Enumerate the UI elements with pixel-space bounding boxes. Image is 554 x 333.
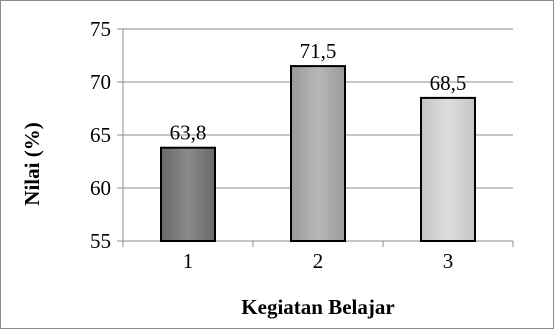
- bar-1: [160, 146, 216, 242]
- data-label: 71,5: [300, 39, 337, 63]
- y-tick-label: 65: [90, 123, 111, 147]
- y-axis-title: Nilai (%): [20, 122, 44, 205]
- x-tick-label: 1: [183, 249, 194, 273]
- x-tick-label: 3: [443, 249, 454, 273]
- x-tick-label: 2: [313, 249, 324, 273]
- x-axis-title: Kegiatan Belajar: [241, 295, 394, 319]
- bar-chart: 55 60 65 70 75 63,8 1 71,5 2 68,5 3 Nilai (%) Kegi…: [20, 17, 514, 319]
- bars: [160, 65, 476, 243]
- bar-2: [290, 65, 346, 242]
- data-label: 63,8: [170, 121, 207, 145]
- bar-3: [420, 96, 476, 243]
- labels: 55 60 65 70 75 63,8 1 71,5 2 68,5 3: [90, 17, 466, 273]
- y-tick-label: 70: [90, 70, 111, 94]
- y-tick-label: 75: [90, 17, 111, 41]
- y-tick-label: 55: [90, 229, 111, 253]
- y-tick-label: 60: [90, 176, 111, 200]
- data-label: 68,5: [430, 71, 467, 95]
